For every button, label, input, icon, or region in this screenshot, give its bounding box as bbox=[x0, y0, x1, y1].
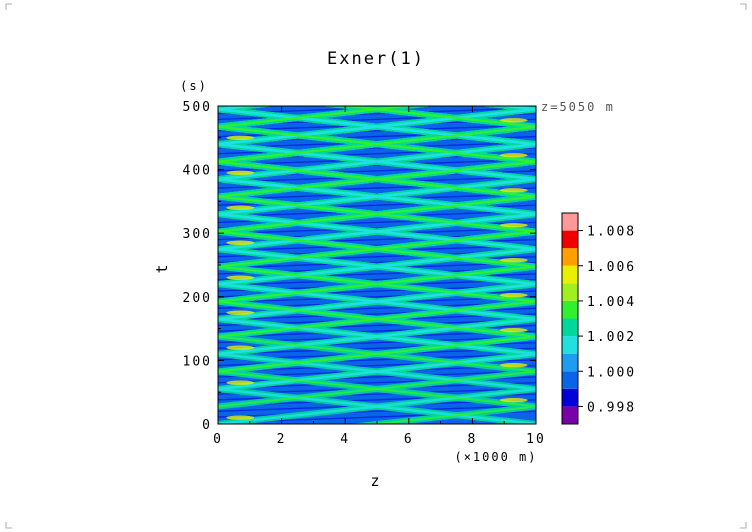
colorbar-swatch bbox=[562, 318, 578, 337]
x-axis-unit: (×1000 m) bbox=[454, 450, 537, 464]
colorbar-swatch bbox=[562, 406, 578, 424]
y-axis-label: t bbox=[153, 262, 171, 273]
colorbar-frame bbox=[561, 212, 579, 425]
y-tick-label: 0 bbox=[202, 418, 212, 433]
corner-marks bbox=[5, 3, 747, 529]
y-axis: 0 100 200 300 400 500 bbox=[183, 100, 536, 433]
x-axis: 0 2 4 6 8 10 bbox=[213, 106, 546, 447]
colorbar-swatch bbox=[562, 265, 578, 284]
annotation-z: z=5050 m bbox=[541, 100, 615, 114]
y-axis-unit: (s) bbox=[180, 79, 208, 93]
colorbar-swatch bbox=[562, 336, 578, 354]
x-tick-label: 8 bbox=[467, 432, 477, 447]
colorbar-swatch bbox=[562, 300, 578, 319]
colorbar-swatch bbox=[562, 248, 578, 266]
wavefront bbox=[218, 0, 536, 92]
x-tick-label: 0 bbox=[213, 432, 223, 447]
crossing-highlight bbox=[226, 170, 255, 175]
wavefronts bbox=[218, 0, 536, 424]
crossing-highlight bbox=[499, 223, 528, 228]
crossing-highlight bbox=[499, 153, 528, 158]
crossing-highlight bbox=[499, 397, 528, 403]
colorbar-label: 1.002 bbox=[587, 330, 636, 345]
crossing-highlight bbox=[226, 345, 255, 350]
crossing-highlight bbox=[499, 362, 528, 368]
crossing-highlight bbox=[226, 135, 255, 140]
crossing-highlight bbox=[499, 188, 528, 193]
x-tick-label: 10 bbox=[526, 432, 546, 447]
colorbar-swatch bbox=[562, 371, 578, 389]
crossing-highlight bbox=[499, 258, 528, 263]
heatmap-plot bbox=[218, 0, 536, 424]
crossing-highlight bbox=[226, 310, 255, 315]
colorbar: 0.998 1.000 1.002 1.004 1.006 1.008 bbox=[561, 212, 636, 425]
crossing-highlight bbox=[226, 205, 255, 210]
crossing-highlight bbox=[226, 240, 255, 245]
colorbar-label: 1.006 bbox=[587, 260, 636, 275]
colorbar-swatch bbox=[562, 388, 578, 407]
y-tick-label: 300 bbox=[183, 227, 212, 242]
y-tick-label: 100 bbox=[183, 354, 212, 369]
y-tick-label: 500 bbox=[183, 100, 212, 115]
crossing-highlight bbox=[499, 118, 528, 123]
crossing-highlight bbox=[226, 380, 255, 385]
crossing-highlight bbox=[499, 293, 528, 298]
crossing-highlight bbox=[499, 327, 528, 333]
colorbar-swatch bbox=[562, 353, 578, 372]
colorbar-label: 1.008 bbox=[587, 225, 636, 240]
chart-title: Exner(1) bbox=[327, 49, 425, 69]
colorbar-label: 1.000 bbox=[587, 365, 636, 380]
colorbar-label: 0.998 bbox=[587, 400, 636, 415]
x-axis-label: z bbox=[370, 472, 381, 490]
crossing-highlight bbox=[226, 275, 255, 280]
x-tick-label: 4 bbox=[340, 432, 350, 447]
colorbar-swatch bbox=[562, 213, 578, 231]
y-tick-label: 400 bbox=[183, 164, 212, 179]
colorbar-swatch bbox=[562, 230, 578, 249]
x-tick-label: 2 bbox=[277, 432, 287, 447]
colorbar-label: 1.004 bbox=[587, 295, 636, 310]
x-tick-label: 6 bbox=[404, 432, 414, 447]
crossing-highlight bbox=[226, 415, 255, 420]
background-streak bbox=[218, 404, 536, 418]
colorbar-swatch bbox=[562, 283, 578, 301]
y-tick-label: 200 bbox=[183, 291, 212, 306]
wavefront bbox=[218, 0, 536, 92]
